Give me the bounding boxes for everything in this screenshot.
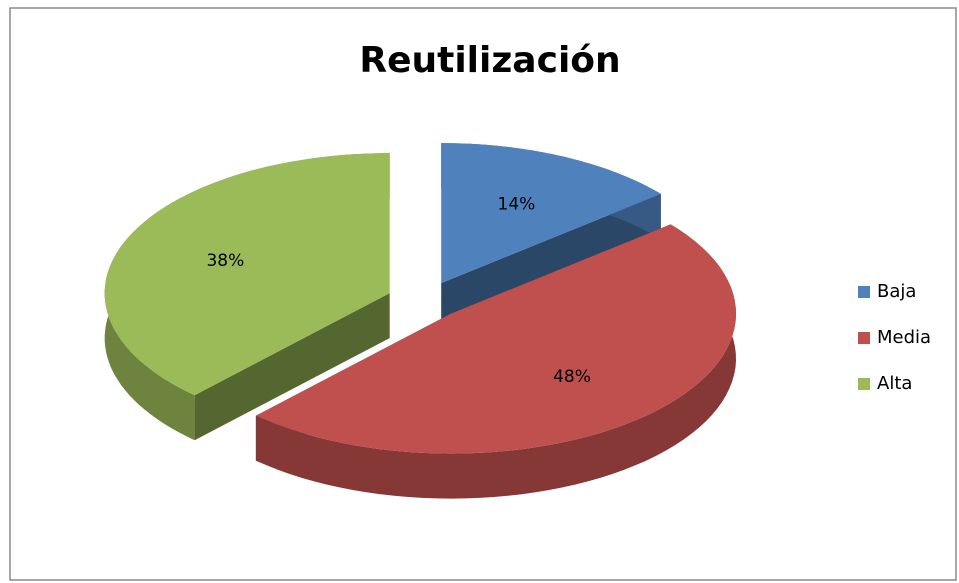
legend-label: Baja: [877, 281, 916, 302]
legend-swatch: [858, 378, 870, 390]
legend-label: Media: [877, 327, 931, 348]
slice-wall: [441, 193, 661, 329]
data-label: 38%: [206, 251, 244, 271]
legend-label: Alta: [877, 373, 912, 394]
legend-swatch: [858, 286, 870, 298]
slice-side: [255, 224, 736, 499]
slice: [255, 224, 736, 454]
data-label: 48%: [553, 367, 591, 387]
chart-title: Reutilización: [359, 40, 620, 81]
data-label: 14%: [498, 195, 536, 215]
slice: [441, 143, 661, 284]
legend-swatch: [858, 332, 870, 344]
slice-wall: [194, 293, 390, 441]
slice: [104, 153, 390, 396]
